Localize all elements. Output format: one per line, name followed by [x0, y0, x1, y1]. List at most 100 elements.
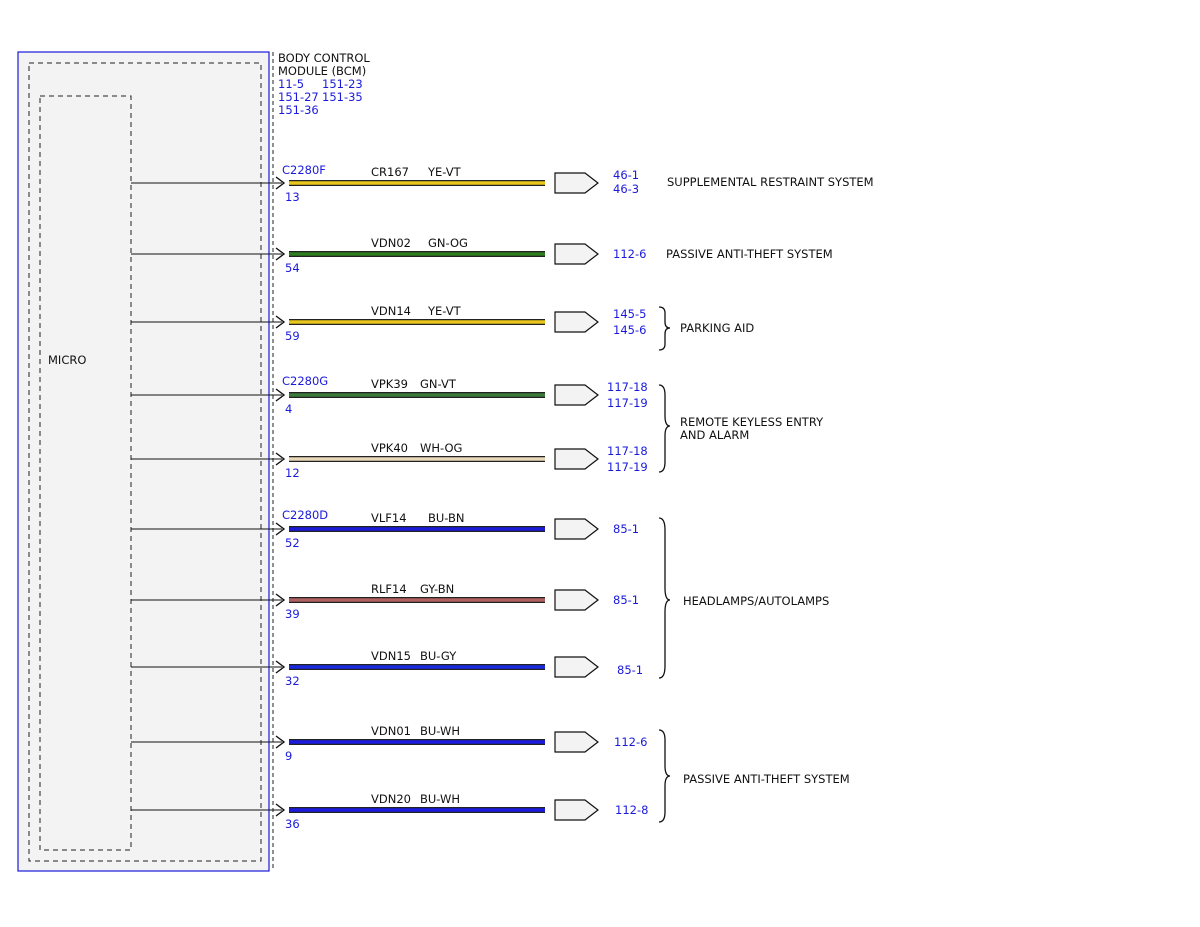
wire-color-code: GY-BN — [420, 582, 454, 596]
page-ref: 112-8 — [615, 803, 648, 817]
system-label-pats: PASSIVE ANTI-THEFT SYSTEM — [666, 247, 833, 261]
page-ref: 112-6 — [613, 247, 646, 261]
connector-shape — [554, 448, 599, 470]
connector-shape — [554, 656, 599, 678]
bcm-title-line1: BODY CONTROL — [278, 51, 370, 65]
pin-arrow — [275, 660, 286, 674]
wire-color-code: GN-OG — [428, 236, 468, 250]
system-label-headlamps: HEADLAMPS/AUTOLAMPS — [683, 594, 829, 608]
pin-number: 13 — [285, 190, 300, 204]
circuit-id: VLF14 — [371, 511, 407, 525]
wire-row: 32 VDN15 BU-GY 85-1 — [131, 649, 643, 688]
wire-row: 59 VDN14 YE-VT 145-5 145-6 — [131, 304, 646, 343]
pin-number: 12 — [285, 466, 300, 480]
wire-group: 13 CR167 YE-VT 46-1 46-3 54 VDN02 GN-OG … — [131, 165, 648, 831]
wire-row: 52 VLF14 BU-BN 85-1 — [131, 511, 639, 550]
wire-color-code: YE-VT — [427, 165, 462, 179]
brace-rke — [658, 384, 671, 473]
brace-pats-bottom — [658, 729, 671, 823]
system-labels: SUPPLEMENTAL RESTRAINT SYSTEM PASSIVE AN… — [666, 175, 874, 786]
system-label-rke: REMOTE KEYLESS ENTRY — [680, 415, 824, 429]
circuit-id: VDN01 — [371, 724, 411, 738]
bcm-ref: 151-27 — [278, 90, 319, 104]
bcm-ref: 151-35 — [322, 90, 363, 104]
bcm-dashed-border — [28, 62, 262, 862]
circuit-id: VDN14 — [371, 304, 411, 318]
bcm-ref: 11-5 — [278, 77, 304, 91]
bcm-module: MICRO — [17, 51, 274, 872]
pin-number: 32 — [285, 674, 300, 688]
micro-label: MICRO — [48, 353, 86, 367]
connector-shape — [554, 589, 599, 611]
bcm-title: BODY CONTROL MODULE (BCM) 11-5 151-23 15… — [278, 51, 370, 117]
pin-arrow — [275, 176, 286, 190]
bcm-title-line2: MODULE (BCM) — [278, 64, 366, 78]
circuit-id: VDN15 — [371, 649, 411, 663]
brace-group — [658, 306, 671, 823]
page-ref: 117-19 — [607, 460, 648, 474]
page-ref: 145-5 — [613, 307, 646, 321]
brace-parking-aid — [658, 306, 671, 351]
bcm-ref: 151-36 — [278, 103, 319, 117]
connector-shape — [554, 172, 599, 194]
connector-shape — [554, 731, 599, 753]
system-label-parking: PARKING AID — [680, 321, 754, 335]
wire-row: 54 VDN02 GN-OG 112-6 — [131, 236, 646, 275]
page-ref: 85-1 — [617, 663, 643, 677]
circuit-id: VPK39 — [371, 377, 408, 391]
connector-name: C2280G — [282, 374, 328, 388]
connector-name: C2280D — [282, 508, 328, 522]
wire-color-code: YE-VT — [427, 304, 462, 318]
page-ref: 85-1 — [613, 593, 639, 607]
page-ref: 117-18 — [607, 380, 648, 394]
brace-headlamps — [658, 517, 671, 679]
system-label-srs: SUPPLEMENTAL RESTRAINT SYSTEM — [667, 175, 874, 189]
pin-number: 9 — [285, 749, 292, 763]
pin-arrow — [275, 388, 286, 402]
pin-arrow — [275, 522, 286, 536]
wire-row: 4 VPK39 GN-VT 117-18 117-19 — [131, 377, 648, 416]
wire-row: 36 VDN20 BU-WH 112-8 — [131, 792, 648, 831]
wire-color-code: BU-GY — [420, 649, 457, 663]
page-ref: 46-1 — [613, 168, 639, 182]
pin-number: 52 — [285, 536, 300, 550]
connector-shape — [554, 384, 599, 406]
wire-color-code: BU-WH — [420, 792, 460, 806]
wire-row: 9 VDN01 BU-WH 112-6 — [131, 724, 647, 763]
pin-number: 54 — [285, 261, 300, 275]
wire-row: 12 VPK40 WH-OG 117-18 117-19 — [131, 441, 648, 480]
connector-shape — [554, 243, 599, 265]
wire-row: 39 RLF14 GY-BN 85-1 — [131, 582, 639, 621]
bcm-ref: 151-23 — [322, 77, 363, 91]
pin-number: 36 — [285, 817, 300, 831]
pin-arrow — [275, 247, 286, 261]
circuit-id: VDN02 — [371, 236, 411, 250]
pin-arrow — [275, 315, 286, 329]
page-ref: 117-19 — [607, 396, 648, 410]
wire-color-code: GN-VT — [420, 377, 457, 391]
page-ref: 117-18 — [607, 444, 648, 458]
connector-shape — [554, 799, 599, 821]
circuit-id: CR167 — [371, 165, 409, 179]
circuit-id: RLF14 — [371, 582, 407, 596]
system-label-pats: PASSIVE ANTI-THEFT SYSTEM — [683, 772, 850, 786]
page-ref: 145-6 — [613, 323, 646, 337]
pin-number: 4 — [285, 402, 292, 416]
wire-color-code: BU-WH — [420, 724, 460, 738]
page-ref: 85-1 — [613, 522, 639, 536]
page-ref: 46-3 — [613, 182, 639, 196]
connector-shape — [554, 518, 599, 540]
circuit-id: VPK40 — [371, 441, 408, 455]
connector-name: C2280F — [282, 163, 326, 177]
connector-shape — [554, 311, 599, 333]
micro-dashed-box — [39, 95, 132, 851]
system-label-rke: AND ALARM — [680, 428, 749, 442]
pin-number: 59 — [285, 329, 300, 343]
pin-arrow — [275, 803, 286, 817]
page-ref: 112-6 — [614, 735, 647, 749]
bcm-outer-border — [17, 51, 270, 872]
wire-color-code: BU-BN — [428, 511, 465, 525]
wire-color-code: WH-OG — [420, 441, 462, 455]
wire-row: 13 CR167 YE-VT 46-1 46-3 — [131, 165, 639, 204]
